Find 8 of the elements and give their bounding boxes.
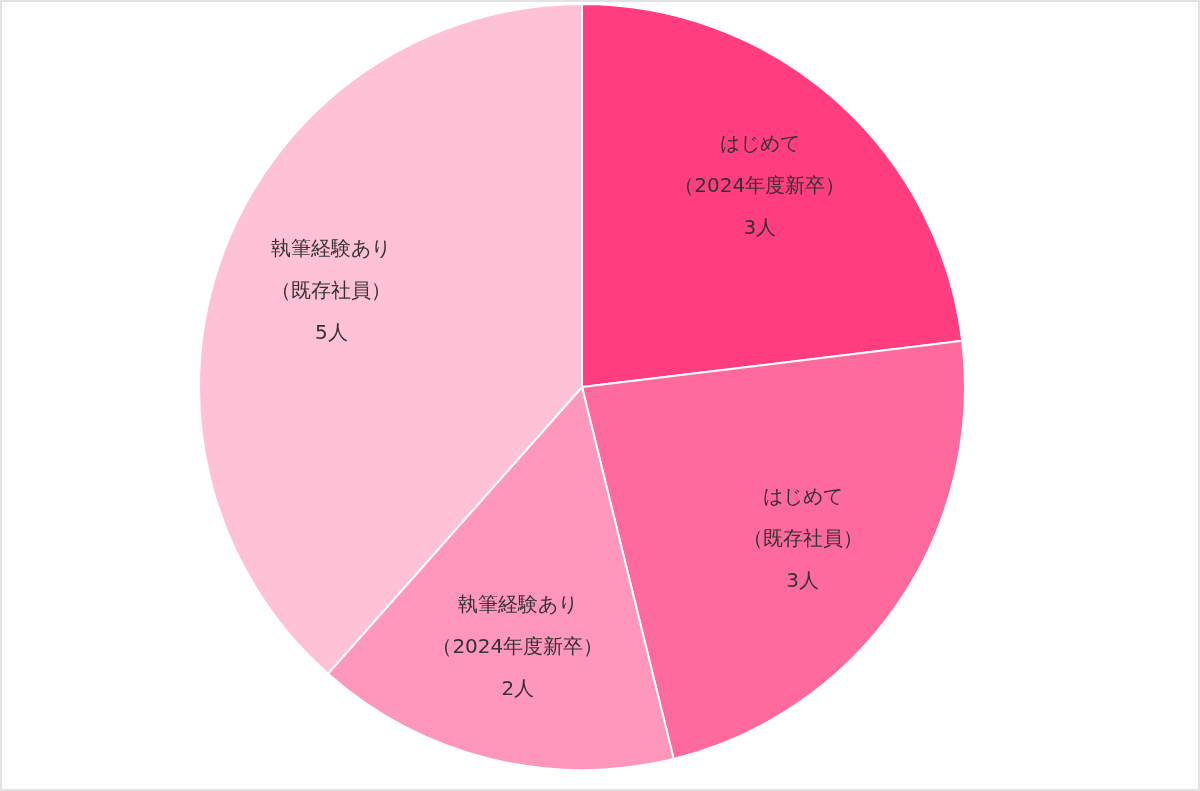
slice-label: はじめて（2024年度新卒） <box>674 130 846 197</box>
data-label: 5人 <box>314 320 348 345</box>
data-label: 3人 <box>743 214 777 239</box>
slice-label: はじめて（既存社員） <box>742 483 863 550</box>
data-label: 3人 <box>786 567 820 592</box>
slice-label: 執筆経験あり（2024年度新卒） <box>432 591 604 658</box>
slice-label: 執筆経験あり（既存社員） <box>271 236 392 303</box>
data-label: 2人 <box>501 675 535 700</box>
